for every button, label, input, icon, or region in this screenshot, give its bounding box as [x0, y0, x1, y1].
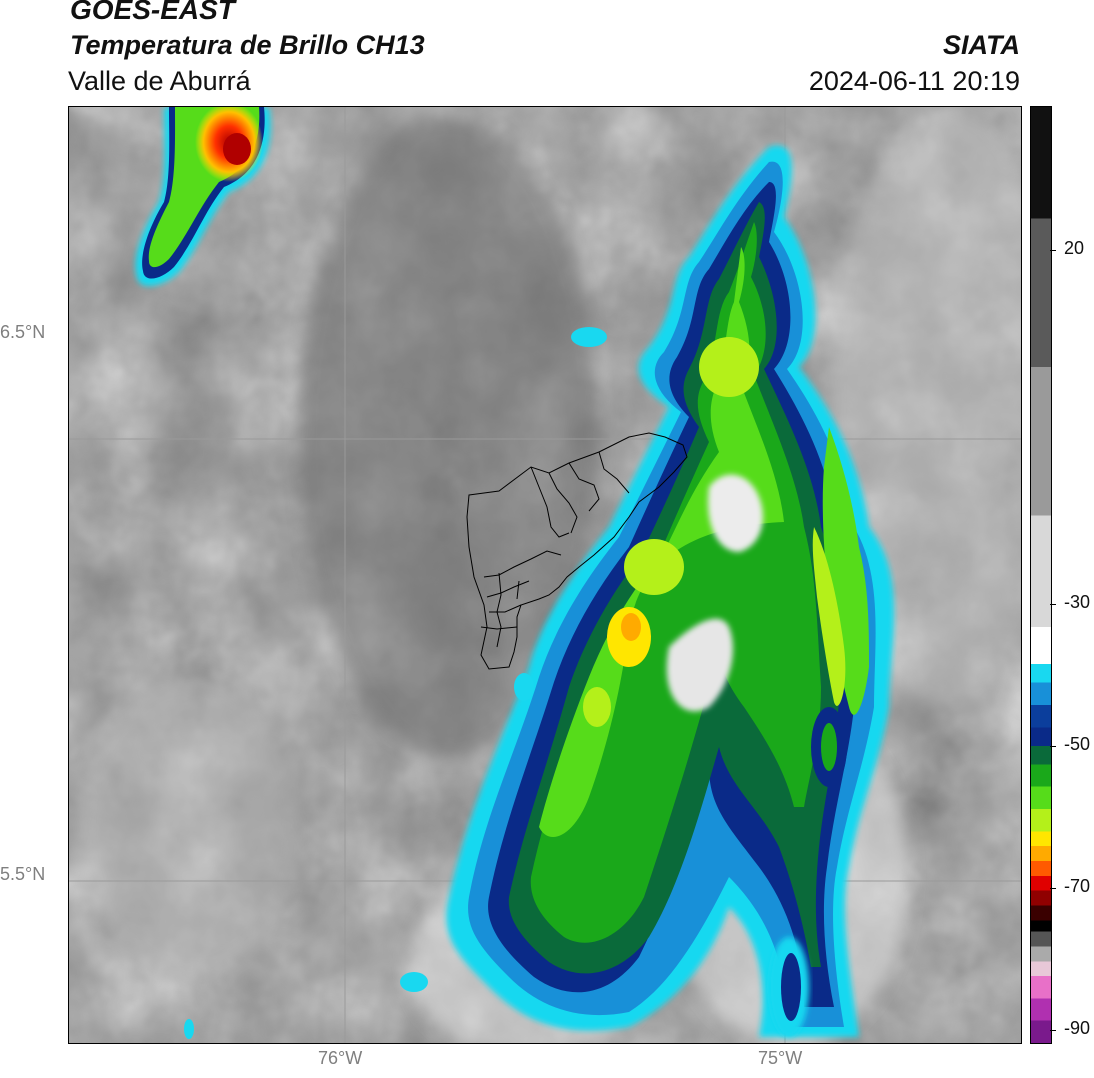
- colorbar-tick: [1050, 604, 1056, 605]
- datetime-label: 2024-06-11 20:19: [808, 66, 1020, 96]
- temperature-colorbar: [1030, 106, 1052, 1044]
- colorbar-tick: [1050, 888, 1056, 889]
- colorbar-tick: [1050, 1030, 1056, 1031]
- product-title: Temperatura de Brillo CH13: [70, 30, 425, 60]
- lat-tick-label: 6.5°N: [0, 322, 46, 342]
- colorbar-tick: [1050, 250, 1056, 251]
- colorbar-label: -90: [1064, 1018, 1091, 1038]
- colorbar-label: 20: [1064, 238, 1085, 258]
- satellite-title: GOES-EAST: [70, 0, 235, 25]
- region-subtitle: Valle de Aburrá: [68, 66, 251, 96]
- lat-tick-label: 5.5°N: [0, 864, 46, 884]
- convective-cloud-band: [446, 145, 894, 1038]
- colorbar-label: -70: [1064, 876, 1091, 896]
- colorbar-label: -50: [1064, 734, 1091, 754]
- intense-cloud-cell: [135, 107, 271, 287]
- agency-label: SIATA: [943, 30, 1020, 60]
- satellite-map[interactable]: [68, 106, 1022, 1044]
- lon-tick-label: 76°W: [318, 1048, 363, 1068]
- municipal-boundaries: [466, 432, 688, 670]
- colorbar-label: -30: [1064, 592, 1091, 612]
- colorbar-tick: [1050, 746, 1056, 747]
- lon-tick-label: 75°W: [758, 1048, 803, 1068]
- convective-small-cells: [184, 327, 847, 1039]
